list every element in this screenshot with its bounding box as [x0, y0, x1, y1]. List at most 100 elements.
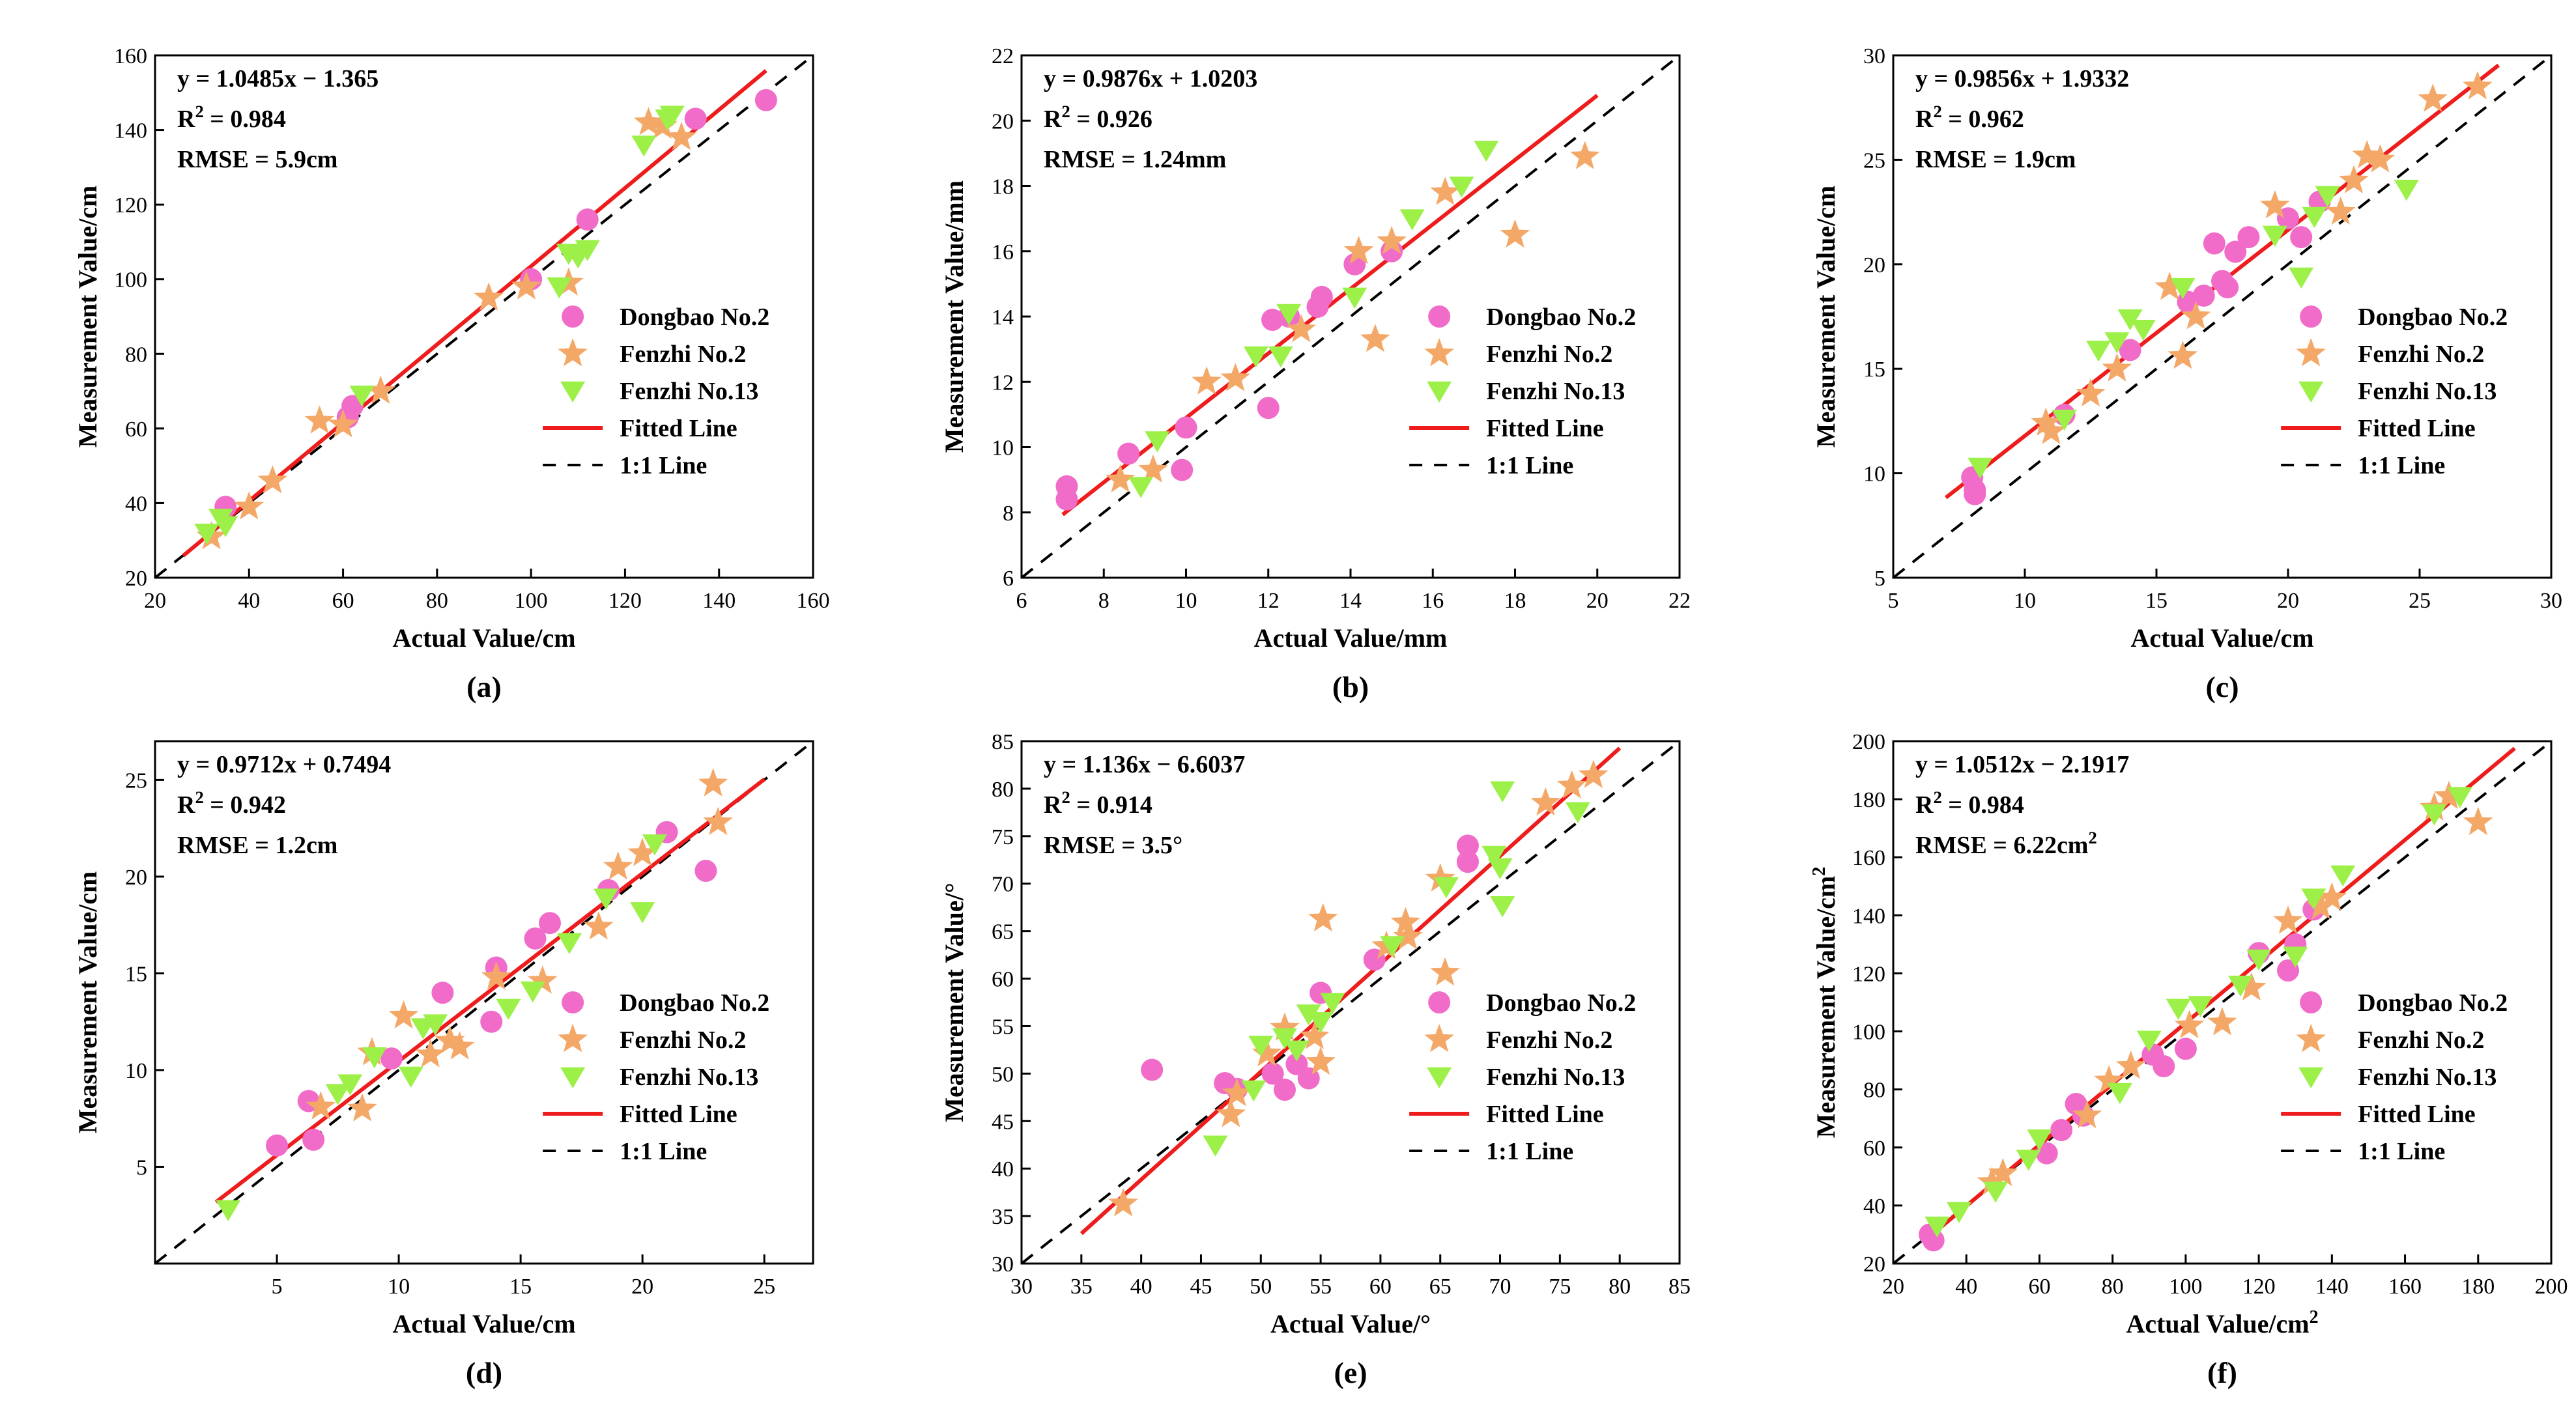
- rmse-text: RMSE = 6.22cm2: [1915, 828, 2097, 859]
- data-point: [1308, 1011, 1334, 1034]
- x-tick-label: 16: [1422, 589, 1444, 613]
- data-point: [575, 240, 600, 261]
- legend-marker: [1427, 1067, 1452, 1089]
- x-tick-label: 14: [1339, 589, 1362, 613]
- data-point: [1308, 903, 1338, 932]
- r-squared: R2 = 0.926: [1044, 102, 1152, 133]
- x-tick-label: 20: [1586, 589, 1609, 613]
- legend-marker: [558, 1024, 588, 1053]
- fit-equation: y = 0.9712x + 0.7494: [177, 751, 391, 778]
- y-tick-label: 22: [992, 44, 1014, 68]
- data-point: [528, 965, 558, 994]
- legend-label: 1:1 Line: [2358, 452, 2445, 479]
- x-tick-label: 30: [1010, 1275, 1033, 1299]
- data-point: [1145, 431, 1170, 453]
- legend-entry: Dongbao No.2: [2300, 304, 2508, 331]
- y-tick-label: 120: [1852, 962, 1885, 986]
- data-point: [1474, 141, 1499, 162]
- data-point: [754, 89, 777, 111]
- data-point: [603, 851, 633, 880]
- data-point: [1947, 1202, 1971, 1223]
- y-tick-label: 5: [1874, 567, 1885, 591]
- data-point: [1171, 459, 1194, 481]
- legend-entry: 1:1 Line: [1409, 1138, 1573, 1165]
- y-tick-label: 80: [125, 343, 147, 367]
- data-point: [302, 1128, 325, 1151]
- data-point: [576, 208, 599, 231]
- legend-marker: [558, 338, 588, 367]
- y-tick-label: 6: [1003, 567, 1014, 591]
- data-point: [1977, 1167, 2007, 1195]
- fit-equation: y = 0.9876x + 1.0203: [1044, 65, 1257, 92]
- data-point: [1487, 858, 1513, 879]
- legend-label: 1:1 Line: [2358, 1138, 2445, 1165]
- y-tick-label: 10: [992, 436, 1014, 460]
- scatter-panel-a: 20 40 60 80 100 120 140 160 20 40 60 80 100 120 140 160…: [73, 44, 830, 703]
- y-tick-label: 100: [114, 268, 147, 292]
- data-point: [481, 961, 511, 990]
- y-tick-label: 80: [992, 778, 1014, 802]
- x-tick-label: 180: [2461, 1275, 2495, 1299]
- data-point: [1490, 896, 1515, 918]
- legend-label: Fenzhi No.13: [1486, 1064, 1625, 1091]
- x-axis-label: Actual Value/cm: [392, 623, 575, 653]
- legend-marker: [1428, 305, 1451, 328]
- x-tick-label: 200: [2535, 1275, 2568, 1299]
- data-point: [2277, 959, 2299, 982]
- rmse-text: RMSE = 3.5°: [1044, 832, 1182, 859]
- y-tick-label: 20: [992, 109, 1014, 134]
- legend-label: Dongbao No.2: [620, 304, 769, 331]
- x-tick-label: 22: [1668, 589, 1691, 613]
- legend-marker: [1427, 381, 1452, 403]
- r-squared: R2 = 0.914: [1044, 787, 1152, 819]
- y-tick-label: 16: [992, 240, 1014, 264]
- x-tick-label: 5: [272, 1275, 283, 1299]
- panel-label: (e): [1334, 1356, 1367, 1389]
- legend-entry: Dongbao No.2: [2300, 989, 2508, 1017]
- rmse-text: RMSE = 1.9cm: [1915, 146, 2076, 173]
- data-point: [266, 1134, 289, 1157]
- x-axis-label: Actual Value/mm: [1254, 623, 1448, 653]
- x-tick-label: 100: [515, 589, 548, 613]
- y-tick-label: 20: [1863, 253, 1885, 277]
- series-fenzhi-no-13: [1128, 141, 1499, 498]
- x-tick-label: 60: [2028, 1275, 2050, 1299]
- data-point: [1342, 287, 1367, 309]
- data-point: [380, 1047, 403, 1070]
- fitted-line: [1061, 94, 1599, 516]
- axes-frame: [154, 740, 814, 1265]
- legend-entry: Fenzhi No.2: [1424, 338, 1612, 368]
- legend-label: Fenzhi No.2: [620, 1026, 746, 1054]
- fitted-line: [1080, 746, 1622, 1236]
- data-point: [594, 888, 619, 910]
- data-point: [547, 277, 572, 299]
- identity-line: [155, 55, 813, 578]
- y-tick-label: 30: [992, 1252, 1014, 1277]
- data-point: [1377, 225, 1407, 255]
- legend-entry: 1:1 Line: [543, 452, 707, 479]
- data-point: [2352, 140, 2382, 169]
- data-point: [1138, 454, 1168, 483]
- data-point: [2168, 341, 2198, 369]
- data-point: [1257, 397, 1280, 419]
- legend-entry: Fitted Line: [1409, 1101, 1604, 1128]
- x-tick-label: 60: [332, 589, 354, 613]
- scatter-panel-f: 20 40 60 80 100 120 140 160 180 200 20 40 60 80 100 120…: [1809, 730, 2568, 1389]
- data-point: [2117, 309, 2143, 331]
- identity-line: [1893, 741, 2551, 1264]
- legend-label: Dongbao No.2: [2358, 304, 2508, 331]
- data-point: [431, 982, 454, 1004]
- fitted-line: [1921, 746, 2516, 1245]
- y-tick-label: 10: [125, 1059, 147, 1083]
- data-point: [627, 838, 657, 866]
- data-point: [666, 122, 696, 150]
- x-tick-label: 10: [388, 1275, 410, 1299]
- data-point: [1108, 1188, 1138, 1217]
- identity-line: [1022, 741, 1680, 1264]
- x-tick-label: 20: [2277, 589, 2299, 613]
- data-point: [1306, 1046, 1336, 1075]
- x-tick-label: 160: [2388, 1275, 2422, 1299]
- data-point: [365, 375, 396, 404]
- data-point: [257, 465, 288, 494]
